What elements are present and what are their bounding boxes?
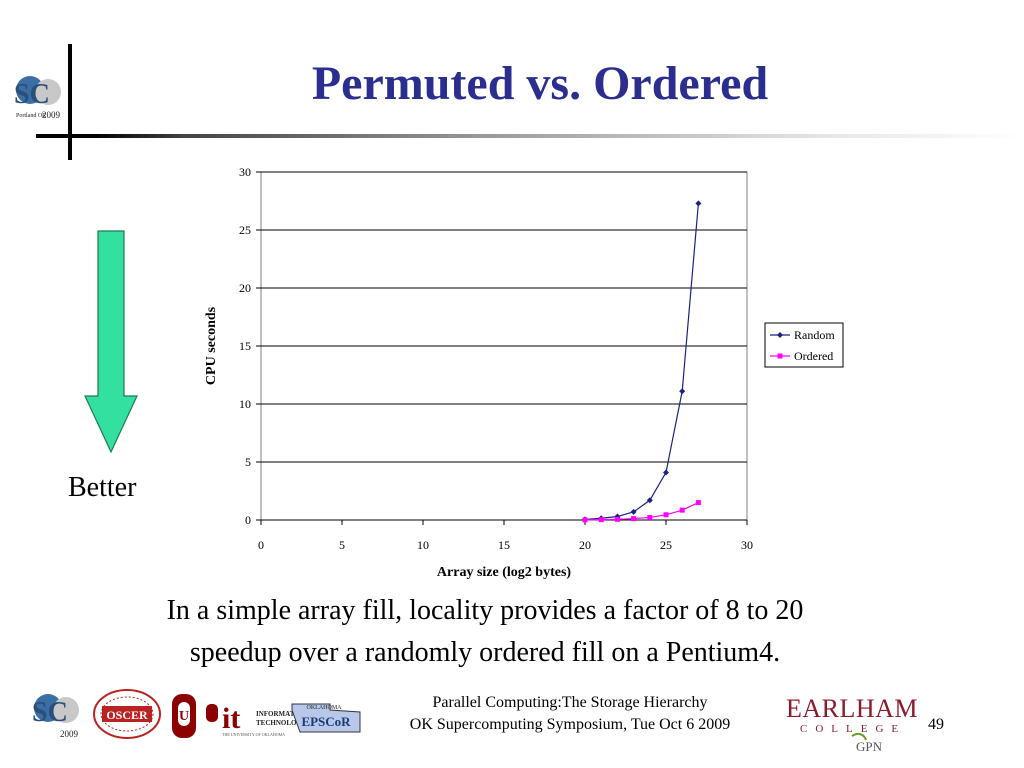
title-vertical-rule (68, 44, 72, 160)
x-axis-label: Array size (log2 bytes) (437, 565, 571, 580)
data-point-random (695, 200, 702, 207)
earlham-college: COLLEGE (800, 723, 907, 735)
gpn-logo: GPN (851, 732, 883, 754)
y-tick-label: 15 (239, 339, 251, 353)
y-tick-label: 20 (239, 281, 251, 295)
data-point-ordered (582, 517, 588, 523)
data-point-random (679, 388, 686, 395)
slide-footer: Parallel Computing:The Storage Hierarchy… (360, 692, 780, 736)
gpn-text: GPN (856, 739, 883, 754)
x-tick-label: 15 (498, 538, 510, 552)
it-line-1: INFORMATION (256, 710, 298, 718)
sc-location: Portland OR (16, 113, 46, 119)
data-point-random (630, 508, 637, 515)
sc-bottom-year: 2009 (60, 729, 79, 739)
x-tick-label: 0 (258, 538, 264, 552)
earlham-name: EARLHAM (786, 694, 919, 723)
y-tick-label: 0 (245, 513, 251, 527)
slide-caption: In a simple array fill, locality provide… (70, 590, 900, 674)
x-axis-ticks: 0 5 10 15 20 25 30 (258, 520, 753, 552)
caption-line-2: speedup over a randomly ordered fill on … (189, 637, 781, 668)
ou-logo: U (172, 694, 196, 738)
data-point-ordered (598, 517, 604, 523)
page-number: 49 (928, 716, 944, 733)
slide-title: Permuted vs. Ordered (311, 57, 769, 110)
legend-ordered-label: Ordered (794, 349, 833, 363)
oscer-text: OSCER (106, 708, 148, 722)
x-tick-label: 20 (579, 538, 591, 552)
epscor-text: EPSCoR (301, 714, 351, 729)
y-tick-label: 10 (239, 397, 251, 411)
data-point-random (663, 469, 669, 476)
series-layer (582, 200, 702, 523)
data-point-ordered (614, 516, 620, 522)
legend-random-label: Random (794, 328, 835, 342)
data-point-ordered (679, 507, 685, 513)
x-tick-label: 10 (417, 538, 429, 552)
y-tick-label: 30 (239, 165, 251, 179)
sc-bottom-letters: SC (32, 697, 68, 728)
it-line-3: THE UNIVERSITY OF OKLAHOMA (222, 732, 285, 737)
series-line-ordered (584, 502, 699, 521)
footer-line-1: Parallel Computing:The Storage Hierarchy (432, 694, 708, 711)
footer-line-2: OK Supercomputing Symposium, Tue Oct 6 2… (409, 716, 731, 733)
legend-random-marker (777, 332, 783, 338)
epscor-logo: OKLAHOMA EPSCoR (291, 703, 361, 733)
data-point-random (646, 497, 653, 504)
legend-box (764, 322, 844, 368)
y-tick-label: 25 (239, 223, 251, 237)
ou-it-logo: it INFORMATION TECHNOLOGY THE UNIVERSITY… (206, 702, 298, 737)
data-point-ordered (647, 514, 653, 520)
data-point-ordered (631, 516, 637, 522)
it-line-2: TECHNOLOGY (256, 719, 298, 727)
x-tick-label: 5 (339, 538, 345, 552)
it-mark: it (222, 702, 240, 735)
grid-lines (261, 171, 747, 521)
epscor-top-text: OKLAHOMA (307, 705, 343, 711)
sc-letters: SC (14, 79, 50, 110)
better-label: Better (68, 472, 137, 503)
data-point-ordered (663, 512, 669, 518)
caption-line-1: In a simple array fill, locality provide… (166, 595, 804, 626)
y-axis-ticks: 0 5 10 15 20 25 30 (239, 165, 261, 527)
y-axis-label: CPU seconds (204, 306, 219, 385)
better-arrow-icon (84, 230, 138, 454)
sc09-logo-top: SC Portland OR 2009 (14, 76, 61, 120)
cpu-time-chart: 0 5 10 15 20 25 30 0 5 10 15 20 25 30 CPU seconds Ar… (204, 165, 844, 580)
sc09-logo-bottom: SC 2009 (32, 694, 79, 739)
data-point-ordered (695, 500, 701, 506)
ou-letter: U (179, 709, 189, 724)
oscer-logo: OSCER (93, 689, 161, 739)
y-tick-label: 5 (245, 455, 251, 469)
x-tick-label: 30 (741, 538, 753, 552)
legend-ordered-marker (777, 353, 783, 359)
title-horizontal-rule (36, 134, 1024, 138)
sc-year: 2009 (42, 110, 61, 120)
x-tick-label: 25 (660, 538, 672, 552)
chart-legend: Random Ordered (764, 322, 844, 368)
